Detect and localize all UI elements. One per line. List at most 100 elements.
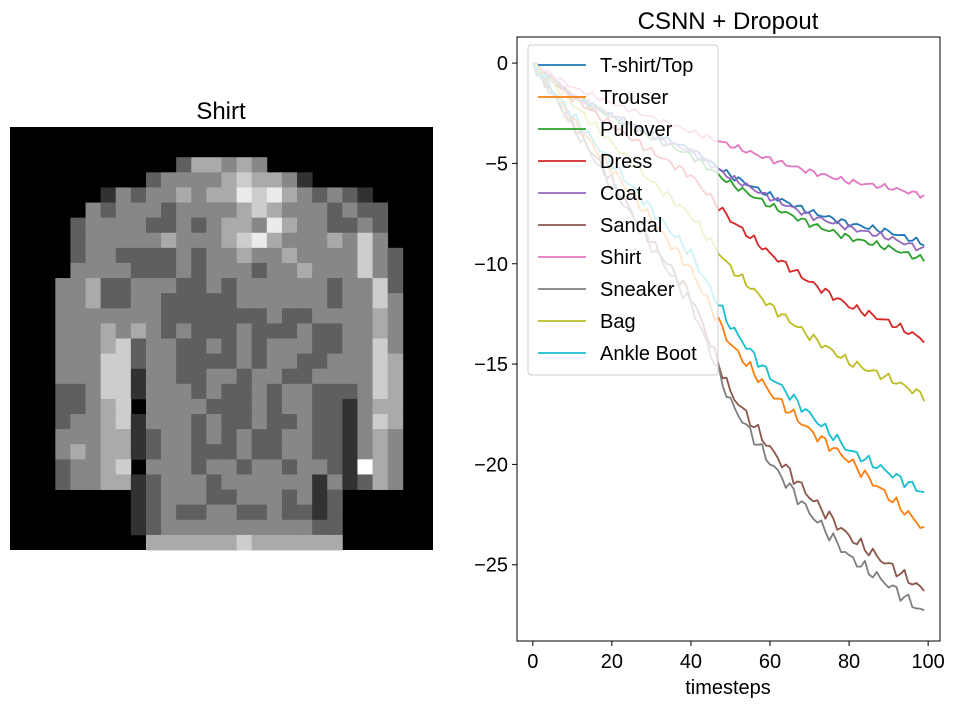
- image-pixel: [236, 172, 253, 188]
- image-pixel: [372, 414, 389, 430]
- image-pixel: [357, 414, 373, 430]
- image-pixel: [176, 459, 192, 475]
- image-pixel: [130, 383, 147, 400]
- image-pixel: [115, 444, 132, 460]
- image-pixel: [251, 187, 268, 203]
- image-pixel: [191, 172, 207, 188]
- image-pixel: [266, 247, 283, 264]
- image-pixel: [281, 504, 298, 521]
- y-tick-label: 0: [497, 53, 508, 75]
- image-pixel: [372, 368, 389, 385]
- image-pixel: [161, 353, 177, 370]
- image-pixel: [327, 217, 343, 234]
- image-pixel: [115, 383, 132, 400]
- image-pixel: [100, 293, 117, 309]
- image-pixel: [176, 157, 192, 173]
- image-pixel: [85, 232, 102, 249]
- image-pixel: [70, 217, 86, 234]
- image-pixel: [251, 308, 268, 324]
- image-pixel: [176, 338, 192, 355]
- image-pixel: [236, 323, 253, 339]
- image-pixel: [251, 444, 268, 460]
- image-pixel: [221, 444, 238, 460]
- image-pixel: [372, 474, 389, 490]
- image-pixel: [221, 232, 238, 249]
- image-pixel: [55, 308, 71, 324]
- image-pixel: [266, 534, 283, 551]
- chart-panel: CSNN + Dropout 0 20 40 60 80 100 0 −5 −10 −15 −20…: [474, 8, 945, 699]
- image-pixel: [251, 504, 268, 521]
- image-pixel: [372, 459, 389, 475]
- image-pixel: [297, 474, 313, 490]
- image-pixel: [387, 444, 404, 460]
- image-pixel: [236, 459, 253, 475]
- image-pixel: [221, 308, 238, 324]
- image-pixel: [176, 293, 192, 309]
- image-pixel: [251, 459, 268, 475]
- image-pixel: [191, 519, 207, 536]
- image-pixel: [145, 368, 162, 385]
- image-pixel: [100, 278, 117, 294]
- image-pixel: [206, 489, 222, 506]
- image-pixel: [236, 202, 253, 219]
- image-pixel: [221, 217, 238, 234]
- image-pixel: [372, 444, 389, 460]
- image-pixel: [206, 534, 222, 551]
- image-pixel: [100, 323, 117, 339]
- image-pixel: [145, 217, 162, 234]
- image-pixel: [130, 444, 147, 460]
- image-pixel: [115, 323, 132, 339]
- image-pixel: [387, 429, 404, 445]
- image-pixel: [161, 429, 177, 445]
- image-pixel: [221, 519, 238, 536]
- image-pixel: [342, 308, 358, 324]
- image-pixel: [312, 444, 328, 460]
- image-pixel: [327, 444, 343, 460]
- image-pixel: [145, 353, 162, 370]
- image-pixel: [85, 247, 102, 264]
- image-pixel: [357, 338, 373, 355]
- image-pixel: [145, 187, 162, 203]
- image-pixel: [191, 157, 207, 173]
- image-pixel: [372, 429, 389, 445]
- image-pixel: [342, 202, 358, 219]
- plot-frame: [516, 36, 941, 642]
- image-pixel: [145, 202, 162, 219]
- image-pixel: [55, 474, 71, 490]
- image-pixel: [115, 368, 132, 385]
- legend-label: Trouser: [600, 87, 669, 109]
- image-pixel: [221, 278, 238, 294]
- image-pixel: [387, 293, 404, 309]
- image-pixel: [327, 489, 343, 506]
- image-pixel: [236, 278, 253, 294]
- image-pixel: [221, 429, 238, 445]
- image-pixel: [266, 444, 283, 460]
- image-pixel: [387, 414, 404, 430]
- image-pixel: [327, 459, 343, 475]
- image-pixel: [236, 398, 253, 415]
- image-pixel: [266, 217, 283, 234]
- image-pixel: [85, 278, 102, 294]
- image-pixel: [191, 459, 207, 475]
- image-pixel: [327, 247, 343, 264]
- legend-label: Pullover: [600, 119, 673, 141]
- image-pixel: [251, 489, 268, 506]
- image-pixel: [176, 202, 192, 219]
- image-pixel: [342, 262, 358, 279]
- image-pixel: [130, 202, 147, 219]
- image-pixel: [161, 398, 177, 415]
- image-pixel: [312, 232, 328, 249]
- image-pixel: [297, 187, 313, 203]
- image-pixel: [206, 247, 222, 264]
- image-pixel: [297, 414, 313, 430]
- image-pixel: [130, 504, 147, 521]
- image-pixel: [251, 172, 268, 188]
- image-pixel: [357, 278, 373, 294]
- image-pixel: [130, 489, 147, 506]
- image-pixel: [70, 459, 86, 475]
- image-pixel: [327, 429, 343, 445]
- image-pixel: [145, 444, 162, 460]
- x-axis: 0 20 40 60 80 100: [527, 641, 945, 673]
- image-pixel: [251, 217, 268, 234]
- image-title: Shirt: [196, 98, 246, 125]
